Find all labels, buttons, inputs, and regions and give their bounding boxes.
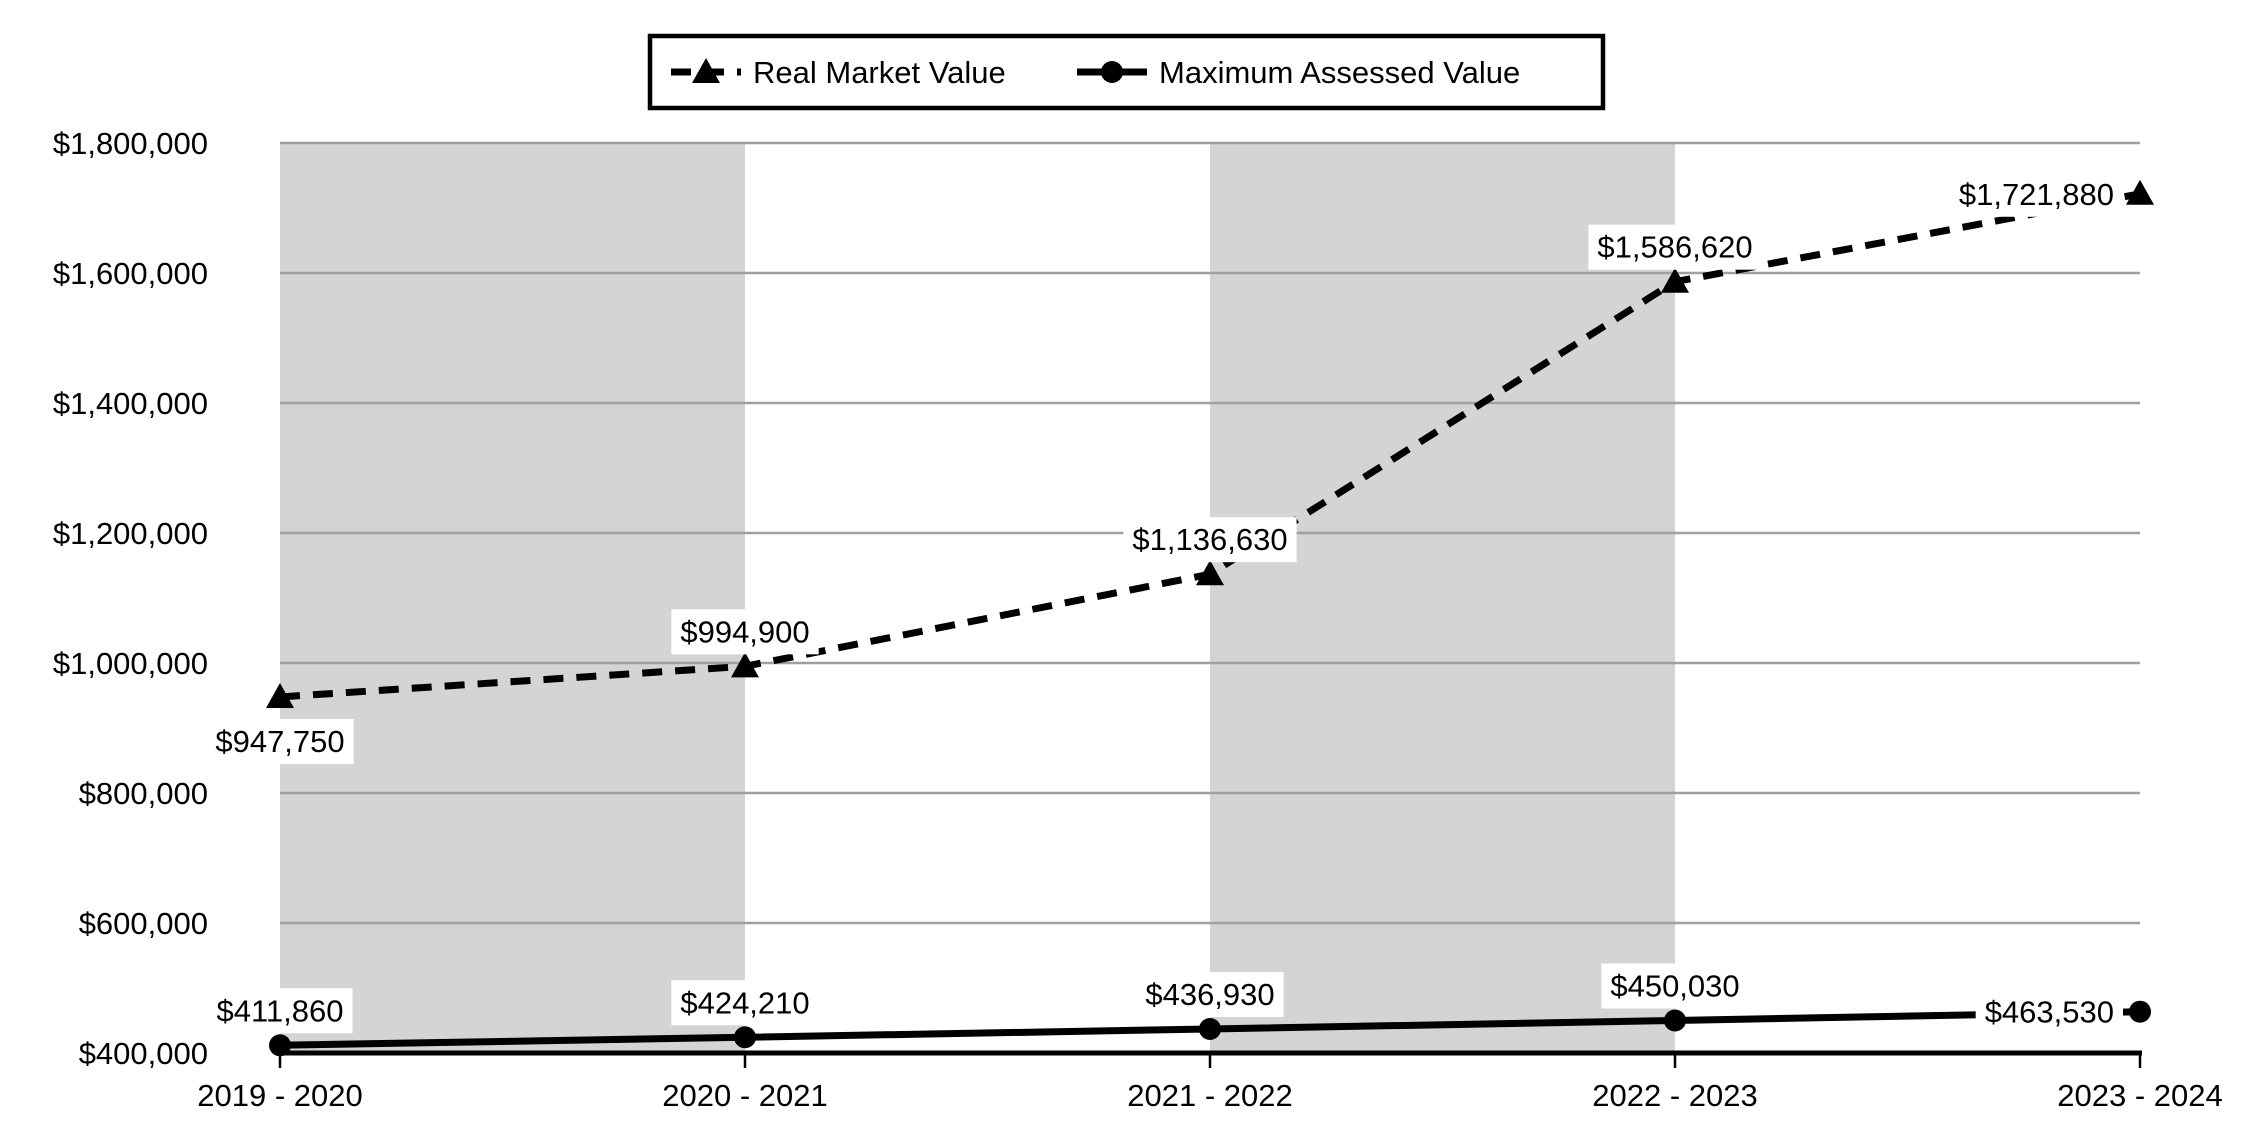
x-axis-tick-label: 2020 - 2021 bbox=[662, 1078, 827, 1113]
data-label-background bbox=[1975, 989, 2123, 1035]
y-axis-tick-label: $1,200,000 bbox=[53, 516, 208, 551]
y-axis-tick-label: $400,000 bbox=[79, 1036, 208, 1071]
marker-triangle bbox=[731, 652, 759, 678]
legend-triangle-marker-icon bbox=[692, 58, 720, 83]
data-label-background bbox=[207, 988, 353, 1034]
y-axis-tick-label: $600,000 bbox=[79, 906, 208, 941]
data-label-background bbox=[1588, 224, 1762, 270]
data-label: $436,930 bbox=[1145, 977, 1274, 1012]
x-axis-tick-label: 2021 - 2022 bbox=[1127, 1078, 1292, 1113]
y-axis-tick-label: $1,800,000 bbox=[53, 126, 208, 161]
marker-circle bbox=[1199, 1017, 1221, 1040]
data-label-background bbox=[1601, 963, 1749, 1009]
x-axis-tick-label: 2023 - 2024 bbox=[2057, 1078, 2222, 1113]
y-axis-tick-label: $1,600,000 bbox=[53, 256, 208, 291]
data-label: $1,586,620 bbox=[1597, 230, 1752, 265]
data-label: $1,136,630 bbox=[1132, 522, 1287, 557]
legend-circle-marker-icon bbox=[1101, 61, 1123, 83]
data-label: $424,210 bbox=[680, 985, 809, 1020]
data-label: $463,530 bbox=[1985, 995, 2114, 1030]
marker-triangle bbox=[266, 682, 294, 708]
data-label-background bbox=[1136, 971, 1284, 1017]
legend-label-maximum-assessed-value: Maximum Assessed Value bbox=[1159, 55, 1520, 90]
marker-triangle bbox=[1196, 560, 1224, 586]
data-label-background bbox=[671, 980, 819, 1026]
marker-circle bbox=[2129, 1000, 2151, 1023]
data-label: $994,900 bbox=[680, 614, 809, 649]
data-label: $1,721,880 bbox=[1959, 177, 2114, 212]
data-label-background bbox=[206, 718, 354, 764]
legend-label-real-market-value: Real Market Value bbox=[753, 55, 1006, 90]
marker-circle bbox=[269, 1034, 291, 1057]
shaded-band bbox=[1210, 143, 1675, 1053]
data-label: $947,750 bbox=[215, 724, 344, 759]
data-label-background bbox=[1949, 171, 2123, 217]
y-axis-tick-label: $800,000 bbox=[79, 776, 208, 811]
data-label: $450,030 bbox=[1610, 968, 1739, 1003]
x-axis-tick-label: 2022 - 2023 bbox=[1592, 1078, 1757, 1113]
shaded-band bbox=[280, 143, 745, 1053]
marker-triangle bbox=[2126, 179, 2154, 205]
marker-circle bbox=[734, 1026, 756, 1049]
data-label: $411,860 bbox=[217, 993, 344, 1028]
data-label-background bbox=[671, 609, 819, 655]
data-label-background bbox=[1123, 517, 1297, 563]
x-axis-tick-label: 2019 - 2020 bbox=[197, 1078, 362, 1113]
y-axis-tick-label: $1,000,000 bbox=[53, 646, 208, 681]
marker-triangle bbox=[1661, 267, 1689, 293]
y-axis-tick-label: $1,400,000 bbox=[53, 386, 208, 421]
marker-circle bbox=[1664, 1009, 1686, 1032]
